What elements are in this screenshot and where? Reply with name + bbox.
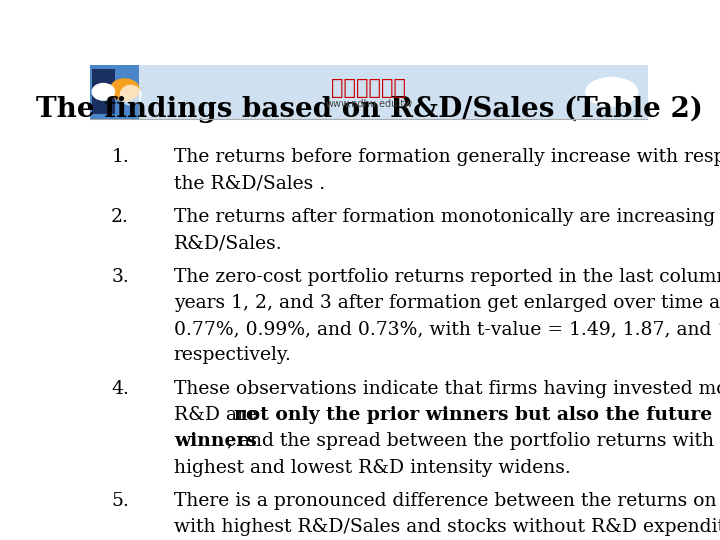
- Text: 0.77%, 0.99%, and 0.73%, with t-value = 1.49, 1.87, and 1.33,: 0.77%, 0.99%, and 0.73%, with t-value = …: [174, 320, 720, 338]
- Ellipse shape: [120, 85, 142, 105]
- Text: , and the spread between the portfolio returns with the: , and the spread between the portfolio r…: [227, 433, 720, 450]
- FancyBboxPatch shape: [90, 65, 139, 119]
- Text: R&D are: R&D are: [174, 406, 263, 424]
- Text: 4.: 4.: [111, 380, 129, 398]
- Text: 1.: 1.: [112, 148, 129, 166]
- FancyBboxPatch shape: [92, 69, 114, 114]
- Text: There is a pronounced difference between the returns on stocks: There is a pronounced difference between…: [174, 492, 720, 510]
- Text: 2.: 2.: [111, 208, 129, 226]
- Text: The findings based on R&D/Sales (Table 2): The findings based on R&D/Sales (Table 2…: [35, 96, 703, 123]
- Text: The zero-cost portfolio returns reported in the last column in: The zero-cost portfolio returns reported…: [174, 268, 720, 286]
- Text: These observations indicate that firms having invested more on: These observations indicate that firms h…: [174, 380, 720, 398]
- Text: with highest R&D/Sales and stocks without R&D expenditures.: with highest R&D/Sales and stocks withou…: [174, 518, 720, 536]
- Text: highest and lowest R&D intensity widens.: highest and lowest R&D intensity widens.: [174, 458, 570, 477]
- Text: not only the prior winners but also the future: not only the prior winners but also the …: [235, 406, 713, 424]
- Text: R&D/Sales.: R&D/Sales.: [174, 234, 282, 252]
- Text: respectively.: respectively.: [174, 346, 292, 364]
- Text: The returns before formation generally increase with respect to: The returns before formation generally i…: [174, 148, 720, 166]
- Text: www.ndhu.edu.tw: www.ndhu.edu.tw: [325, 99, 413, 109]
- Text: 國立東華大學: 國立東華大學: [331, 78, 407, 98]
- Text: The returns after formation monotonically are increasing with: The returns after formation monotonicall…: [174, 208, 720, 226]
- Ellipse shape: [585, 77, 638, 107]
- Text: 5.: 5.: [111, 492, 129, 510]
- Text: winners: winners: [174, 433, 256, 450]
- Text: years 1, 2, and 3 after formation get enlarged over time and are: years 1, 2, and 3 after formation get en…: [174, 294, 720, 312]
- Circle shape: [110, 79, 139, 100]
- Text: the R&D/Sales .: the R&D/Sales .: [174, 174, 325, 192]
- Circle shape: [92, 84, 114, 100]
- FancyBboxPatch shape: [90, 65, 648, 119]
- Text: 3.: 3.: [112, 268, 129, 286]
